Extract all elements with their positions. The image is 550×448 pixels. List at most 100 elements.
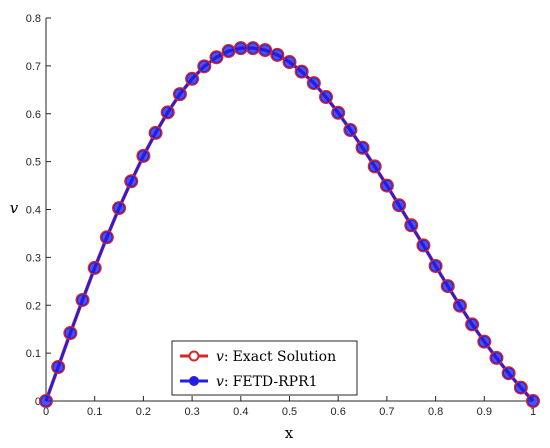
- data-point-exact: [306, 76, 321, 91]
- legend-prefix-exact: v: [216, 349, 224, 365]
- y-tick-label: 0.6: [26, 109, 41, 121]
- x-tick-label: 0.7: [379, 406, 394, 418]
- x-tick-label: 0.9: [477, 406, 492, 418]
- data-point-exact: [270, 47, 285, 62]
- data-point-fetd: [429, 260, 442, 272]
- y-axis-label: v: [10, 199, 19, 217]
- y-tick-label: 0.5: [26, 157, 41, 169]
- x-tick-label: 0.1: [87, 406, 102, 418]
- data-point-fetd: [149, 127, 162, 139]
- data-point-exact: [51, 360, 66, 375]
- data-point-exact: [87, 260, 102, 275]
- data-point-fetd: [442, 280, 454, 292]
- data-point-fetd: [332, 107, 344, 119]
- data-point-fetd: [40, 395, 52, 407]
- legend-box: [171, 340, 358, 396]
- legend-text-exact: v: Exact Solution: [216, 349, 336, 365]
- y-tick-label: 0: [35, 396, 41, 408]
- legend-label-exact: Exact Solution: [233, 349, 336, 365]
- data-point-fetd: [113, 202, 125, 214]
- y-tick-label: 0.1: [26, 348, 41, 360]
- data-point-fetd: [417, 239, 430, 252]
- data-point-exact: [160, 105, 175, 120]
- data-point-exact: [404, 218, 419, 233]
- x-tick-label: 1: [530, 406, 536, 418]
- data-point-exact: [428, 258, 443, 273]
- data-point-exact: [355, 140, 370, 155]
- data-point-fetd: [283, 56, 296, 68]
- data-point-fetd: [223, 45, 235, 57]
- data-point-exact: [112, 201, 127, 216]
- data-point-exact: [136, 148, 151, 163]
- data-point-fetd: [296, 66, 308, 78]
- data-point-fetd: [210, 51, 223, 63]
- data-point-fetd: [320, 91, 332, 103]
- legend-entry-fetd: v: FETD-RPR1: [180, 374, 318, 390]
- x-axis-label: x: [285, 424, 294, 442]
- data-point-exact: [39, 394, 53, 408]
- data-point-exact: [526, 394, 540, 408]
- data-point-fetd: [515, 381, 527, 394]
- data-point-exact: [294, 64, 309, 79]
- data-point-exact: [465, 317, 480, 332]
- data-point-exact: [63, 326, 78, 341]
- data-point-exact: [282, 55, 297, 70]
- data-point-exact: [124, 174, 139, 189]
- data-point-fetd: [466, 318, 478, 330]
- data-point-fetd: [393, 199, 405, 211]
- data-point-exact: [379, 178, 394, 193]
- data-point-fetd: [52, 361, 64, 373]
- data-point-exact: [477, 334, 492, 349]
- legend-entry-exact: v: Exact Solution: [180, 349, 336, 365]
- x-tick-label: 0.2: [136, 406, 151, 418]
- legend-sep-fetd: :: [224, 374, 229, 390]
- legend-marker-fetd: [189, 376, 199, 386]
- y-tick-label: 0.8: [26, 13, 41, 25]
- data-point-fetd: [162, 106, 174, 118]
- data-point-exact: [440, 279, 455, 294]
- data-point-fetd: [235, 42, 247, 54]
- data-point-fetd: [186, 73, 198, 85]
- data-point-exact: [197, 59, 212, 74]
- data-point-fetd: [174, 88, 186, 100]
- y-tick-label: 0.3: [26, 252, 41, 264]
- data-point-fetd: [125, 175, 137, 187]
- y-tick-label: 0.2: [26, 300, 41, 312]
- data-point-fetd: [271, 49, 283, 61]
- data-point-exact: [331, 105, 346, 120]
- data-point-exact: [99, 230, 114, 245]
- data-point-fetd: [369, 160, 381, 173]
- y-ticks: 0 0.1 0.2 0.3 0.4 0.5 0.6 0.7 0.8: [26, 13, 51, 408]
- x-tick-label: 0.5: [282, 406, 297, 418]
- data-point-fetd: [381, 179, 393, 192]
- data-point-fetd: [344, 124, 356, 136]
- data-point-fetd: [137, 150, 149, 162]
- data-point-exact: [258, 43, 273, 58]
- legend-label-fetd: FETD-RPR1: [233, 374, 318, 390]
- data-point-fetd: [101, 231, 113, 243]
- data-point-fetd: [478, 336, 490, 348]
- data-point-exact: [367, 159, 382, 174]
- data-point-fetd: [527, 395, 539, 407]
- data-point-fetd: [64, 327, 76, 339]
- data-point-exact: [343, 123, 358, 138]
- data-point-fetd: [454, 300, 466, 312]
- data-point-exact: [489, 350, 504, 365]
- data-point-fetd: [247, 42, 259, 54]
- y-tick-label: 0.4: [26, 205, 41, 217]
- data-point-fetd: [198, 60, 210, 72]
- series-markers: [39, 41, 540, 408]
- x-tick-label: 0.3: [184, 406, 199, 418]
- x-tick-label: 0: [43, 406, 49, 418]
- legend: v: Exact Solution v: FETD-RPR1: [171, 340, 358, 396]
- data-point-exact: [185, 71, 200, 86]
- x-tick-label: 0.6: [331, 406, 346, 418]
- x-ticks: 0 0.1 0.2 0.3 0.4 0.5 0.6 0.7 0.8 0.9 1: [43, 396, 536, 418]
- x-tick-label: 0.4: [233, 406, 248, 418]
- legend-marker-exact: [188, 350, 200, 362]
- x-tick-label: 0.8: [428, 406, 443, 418]
- data-point-exact: [75, 292, 90, 307]
- data-point-exact: [209, 50, 224, 65]
- legend-sep-exact: :: [224, 349, 229, 365]
- legend-text-fetd: v: FETD-RPR1: [216, 374, 318, 390]
